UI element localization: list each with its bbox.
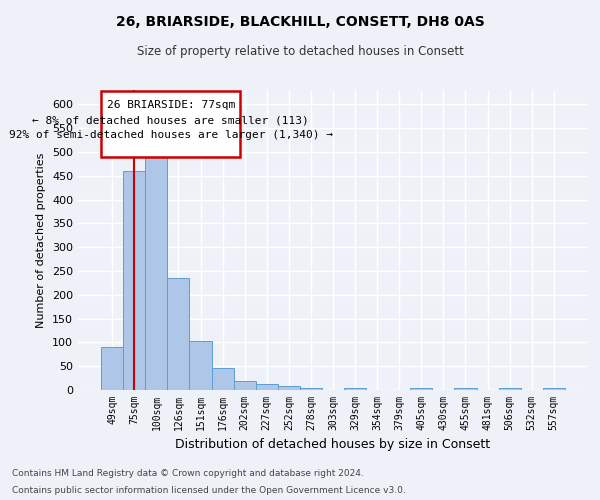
Bar	[101, 347, 123, 390]
Bar	[190, 341, 212, 390]
Bar	[145, 152, 167, 390]
Bar	[499, 388, 521, 390]
Bar	[344, 388, 366, 390]
Bar	[123, 171, 145, 390]
Text: Contains public sector information licensed under the Open Government Licence v3: Contains public sector information licen…	[12, 486, 406, 495]
Bar	[256, 384, 278, 390]
Text: Contains HM Land Registry data © Crown copyright and database right 2024.: Contains HM Land Registry data © Crown c…	[12, 468, 364, 477]
Bar	[212, 368, 233, 390]
Bar	[278, 386, 300, 390]
Bar	[543, 388, 565, 390]
Y-axis label: Number of detached properties: Number of detached properties	[37, 152, 46, 328]
Text: Size of property relative to detached houses in Consett: Size of property relative to detached ho…	[137, 45, 463, 58]
Text: 26 BRIARSIDE: 77sqm: 26 BRIARSIDE: 77sqm	[107, 100, 235, 110]
X-axis label: Distribution of detached houses by size in Consett: Distribution of detached houses by size …	[175, 438, 491, 452]
Text: ← 8% of detached houses are smaller (113): ← 8% of detached houses are smaller (113…	[32, 116, 309, 126]
Text: 26, BRIARSIDE, BLACKHILL, CONSETT, DH8 0AS: 26, BRIARSIDE, BLACKHILL, CONSETT, DH8 0…	[116, 15, 484, 29]
Text: 92% of semi-detached houses are larger (1,340) →: 92% of semi-detached houses are larger (…	[9, 130, 333, 140]
Bar	[101, 91, 240, 156]
Bar	[167, 278, 190, 390]
Bar	[300, 388, 322, 390]
Bar	[454, 388, 476, 390]
Bar	[233, 382, 256, 390]
Bar	[410, 388, 433, 390]
